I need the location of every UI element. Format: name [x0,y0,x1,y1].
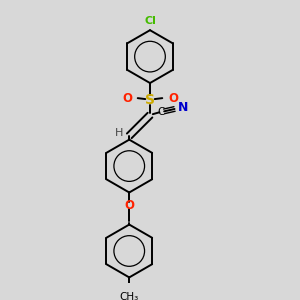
Text: O: O [168,92,178,105]
Text: H: H [115,128,124,138]
Text: CH₃: CH₃ [120,292,139,300]
Text: S: S [145,93,155,107]
Text: C: C [158,107,165,117]
Text: N: N [178,101,189,114]
Text: O: O [122,92,132,105]
Text: O: O [124,199,134,212]
Text: Cl: Cl [144,16,156,26]
